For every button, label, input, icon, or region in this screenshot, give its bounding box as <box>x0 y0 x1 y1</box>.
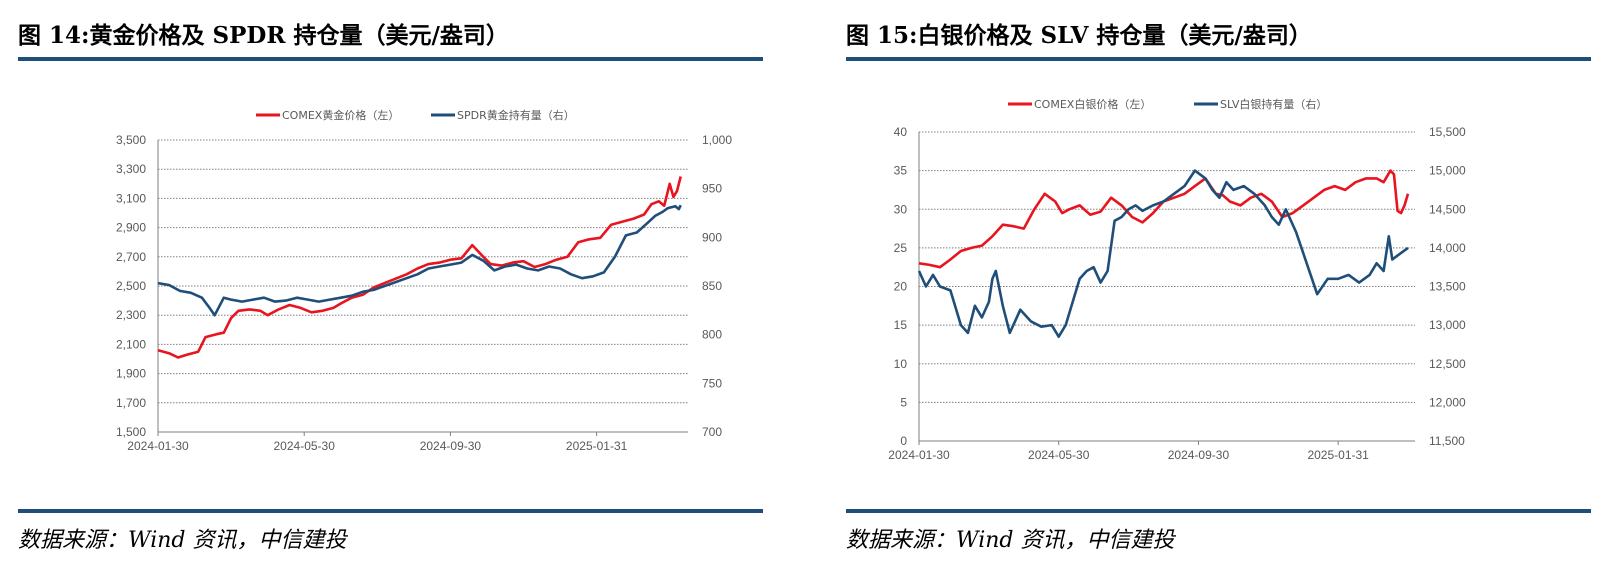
y-left-tick-label: 30 <box>894 202 908 216</box>
legend-label: COMEX黄金价格（左） <box>282 108 399 122</box>
y-right-tick-label: 800 <box>702 328 722 342</box>
y-left-tick-label: 2,900 <box>116 221 146 235</box>
y-right-tick-label: 12,000 <box>1429 395 1466 409</box>
y-right-tick-label: 700 <box>702 425 722 439</box>
y-right-tick-label: 950 <box>702 182 722 196</box>
y-right-tick-label: 14,000 <box>1429 241 1466 255</box>
x-tick-label: 2024-01-30 <box>127 439 189 453</box>
figure-15-title: 图 15:白银价格及 SLV 持仓量（美元/盎司） <box>846 16 1312 50</box>
figure-14-title: 图 14:黄金价格及 SPDR 持仓量（美元/盎司） <box>18 16 509 50</box>
y-right-tick-label: 850 <box>702 279 722 293</box>
y-left-tick-label: 1,700 <box>116 396 146 410</box>
x-tick-label: 2024-05-30 <box>1028 448 1090 462</box>
y-left-tick-label: 10 <box>894 357 908 371</box>
series-line-1 <box>158 177 681 358</box>
y-right-tick-label: 11,500 <box>1429 434 1465 448</box>
legend-label: SLV白银持有量（右） <box>1220 97 1327 111</box>
y-left-tick-label: 2,100 <box>116 337 146 351</box>
y-left-tick-label: 3,300 <box>116 162 146 176</box>
y-left-tick-label: 2,500 <box>116 279 146 293</box>
y-right-tick-label: 13,000 <box>1429 318 1466 332</box>
figure-14-source: 数据来源：Wind 资讯，中信建投 <box>18 522 347 554</box>
y-left-tick-label: 3,100 <box>116 191 146 205</box>
y-left-tick-label: 1,900 <box>116 367 146 381</box>
bottom-rule <box>18 509 763 513</box>
x-tick-label: 2024-01-30 <box>888 448 950 462</box>
top-rule <box>18 57 763 61</box>
y-right-tick-label: 750 <box>702 376 722 390</box>
series-line-2 <box>158 205 681 315</box>
y-left-tick-label: 5 <box>900 395 907 409</box>
legend-label: SPDR黄金持有量（右） <box>457 108 575 122</box>
series-line-2 <box>919 171 1408 337</box>
y-right-tick-label: 15,500 <box>1429 125 1466 139</box>
y-left-tick-label: 1,500 <box>116 425 146 439</box>
legend-label: COMEX白银价格（左） <box>1034 97 1151 111</box>
y-left-tick-label: 0 <box>900 434 907 448</box>
y-right-tick-label: 900 <box>702 230 722 244</box>
y-right-tick-label: 14,500 <box>1429 202 1466 216</box>
right-panel: 图 15:白银价格及 SLV 持仓量（美元/盎司） 0 5 10 15 20 25 30 35… <box>846 0 1605 561</box>
figure-15-source: 数据来源：Wind 资讯，中信建投 <box>846 522 1175 554</box>
y-left-tick-label: 25 <box>894 241 908 255</box>
x-tick-label: 2024-09-30 <box>420 439 482 453</box>
y-right-tick-label: 13,500 <box>1429 280 1466 294</box>
x-tick-label: 2025-01-31 <box>566 439 628 453</box>
x-tick-label: 2024-05-30 <box>274 439 336 453</box>
y-left-tick-label: 2,300 <box>116 308 146 322</box>
y-left-tick-label: 3,500 <box>116 133 146 147</box>
y-left-tick-label: 40 <box>894 125 908 139</box>
series-line-1 <box>919 171 1408 268</box>
y-left-tick-label: 2,700 <box>116 250 146 264</box>
left-panel: 图 14:黄金价格及 SPDR 持仓量（美元/盎司） 1,500 1,700 1,9… <box>18 0 778 561</box>
x-tick-label: 2024-09-30 <box>1168 448 1230 462</box>
y-left-tick-label: 20 <box>894 280 908 294</box>
y-left-tick-label: 35 <box>894 164 908 178</box>
y-right-tick-label: 15,000 <box>1429 164 1466 178</box>
y-right-tick-label: 1,000 <box>702 133 732 147</box>
y-left-tick-label: 15 <box>894 318 908 332</box>
silver-slv-chart: 0 5 10 15 20 25 30 35 40 11,500 12,000 12,500 13,000… <box>846 64 1591 484</box>
bottom-rule <box>846 509 1591 513</box>
top-rule <box>846 57 1591 61</box>
y-right-tick-label: 12,500 <box>1429 357 1466 371</box>
x-tick-label: 2025-01-31 <box>1307 448 1369 462</box>
gold-spdr-chart: 1,500 1,700 1,900 2,100 2,300 2,500 2,700 2,900… <box>18 64 763 484</box>
